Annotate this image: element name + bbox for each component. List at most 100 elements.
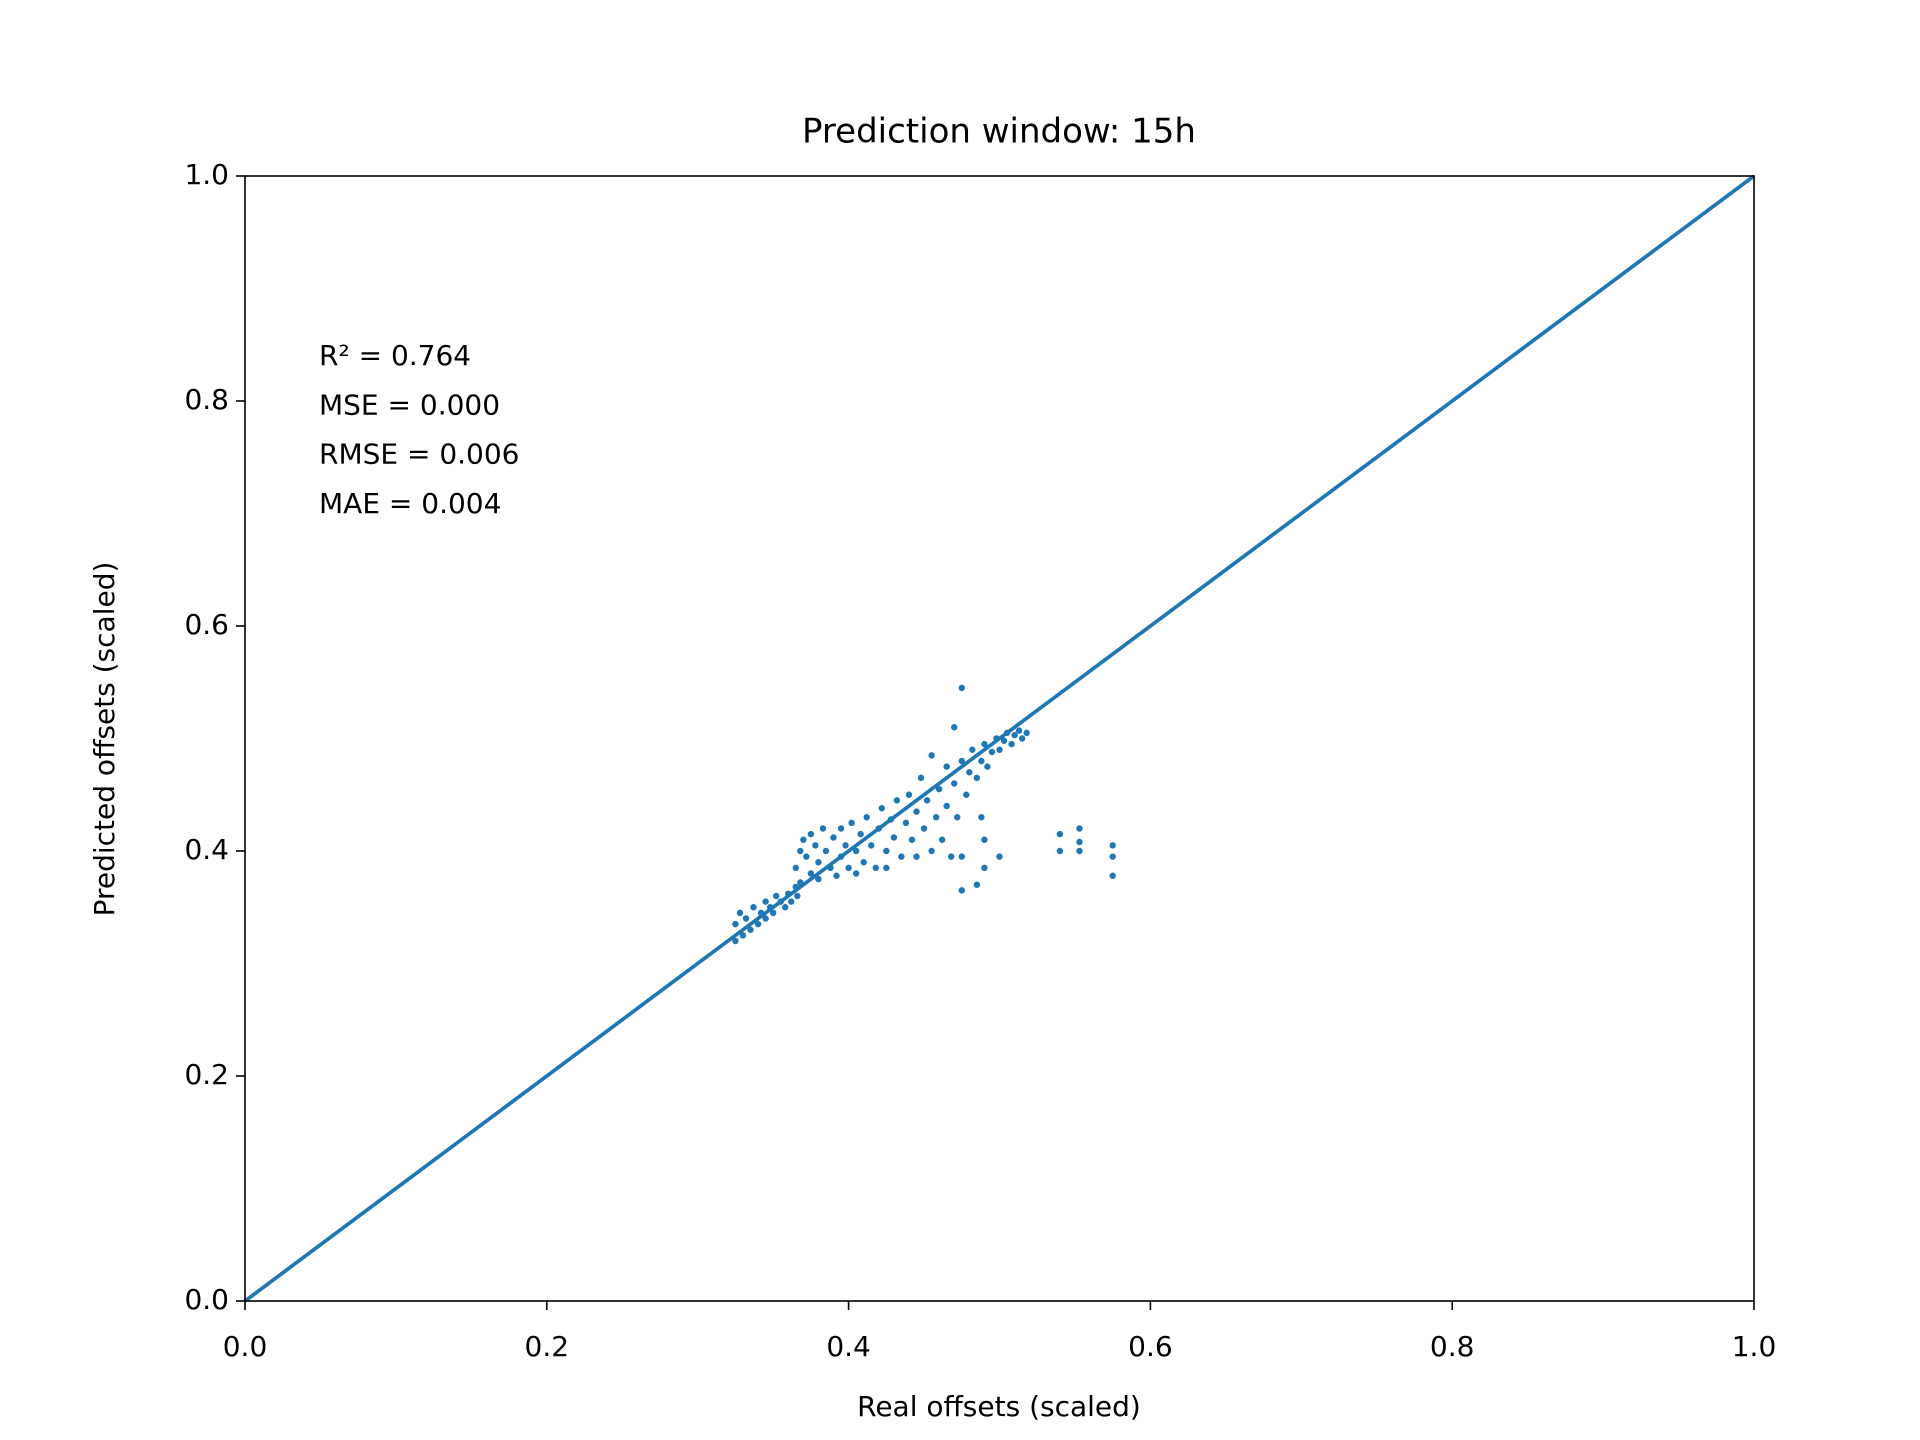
scatter-point xyxy=(860,859,867,866)
scatter-point xyxy=(943,802,950,810)
scatter-point xyxy=(807,870,815,877)
scatter-point xyxy=(797,847,804,855)
scatter-point xyxy=(812,842,819,849)
scatter-point xyxy=(845,864,852,872)
scatter-point xyxy=(969,746,976,753)
scatter-point xyxy=(788,898,795,905)
scatter-point xyxy=(963,791,970,798)
scatter-point xyxy=(732,937,739,945)
scatter-point xyxy=(988,748,996,756)
scatter-point xyxy=(1000,737,1008,744)
scatter-point xyxy=(973,881,981,888)
x-tick-label: 0.0 xyxy=(223,1330,268,1363)
y-tick-label: 1.0 xyxy=(184,158,229,191)
scatter-point xyxy=(928,847,935,855)
scatter-point xyxy=(842,842,849,849)
scatter-point xyxy=(943,763,950,770)
scatter-point xyxy=(981,836,988,843)
scatter-point xyxy=(852,847,860,855)
scatter-point xyxy=(747,926,754,933)
scatter-point xyxy=(736,909,744,917)
scatter-point xyxy=(951,724,958,731)
scatter-point xyxy=(815,859,822,866)
scatter-point xyxy=(852,870,860,877)
scatter-point xyxy=(1076,838,1083,846)
scatter-point xyxy=(917,774,925,782)
scatter-point xyxy=(857,830,864,838)
scatter-point xyxy=(837,825,845,832)
scatter-point xyxy=(772,892,780,900)
annotation: MSE = 0.000 xyxy=(319,388,500,421)
scatter-point xyxy=(902,819,910,827)
scatter-point xyxy=(984,763,991,770)
scatter-point xyxy=(928,752,935,759)
scatter-point xyxy=(913,853,920,860)
scatter-point xyxy=(1008,740,1015,748)
scatter-point xyxy=(769,909,777,917)
y-tick-label: 0.4 xyxy=(184,833,229,866)
scatter-point xyxy=(883,847,890,855)
scatter-point xyxy=(954,814,961,821)
scatter-point xyxy=(782,904,789,911)
scatter-point xyxy=(1015,727,1023,734)
scatter-point xyxy=(935,785,943,793)
scatter-point xyxy=(1056,847,1064,855)
scatter-point xyxy=(815,875,822,883)
scatter-point xyxy=(920,825,928,832)
scatter-point xyxy=(966,769,973,776)
scatter-point xyxy=(794,892,801,900)
scatter-point xyxy=(981,740,988,748)
scatter-point xyxy=(878,805,885,812)
scatter-point xyxy=(996,746,1003,753)
scatter-point xyxy=(762,898,769,905)
x-tick-label: 0.6 xyxy=(1128,1330,1173,1363)
scatter-point xyxy=(1018,735,1026,742)
scatter-point xyxy=(958,684,965,692)
scatter-point xyxy=(905,791,913,798)
scatter-point xyxy=(948,853,955,860)
scatter-point xyxy=(1076,825,1083,832)
scatter-point xyxy=(978,814,985,821)
scatter-point xyxy=(807,830,815,838)
scatter-point xyxy=(958,853,965,860)
x-tick-label: 1.0 xyxy=(1732,1330,1777,1363)
line xyxy=(243,174,1756,1303)
scatter-point xyxy=(830,834,837,841)
scatter-point xyxy=(833,872,840,879)
scatter-point xyxy=(1109,842,1116,849)
scatter-point xyxy=(863,814,870,821)
scatter-point xyxy=(762,915,769,922)
y-axis-label: Predicted offsets (scaled) xyxy=(88,562,121,917)
scatter-point xyxy=(819,825,827,832)
scatter-point xyxy=(981,864,988,872)
scatter-point xyxy=(739,932,747,939)
y-tick-label: 0.2 xyxy=(184,1058,229,1091)
annotation: MAE = 0.004 xyxy=(319,487,501,520)
scatter-point xyxy=(908,836,916,843)
scatter-point xyxy=(978,757,985,765)
scatter-point xyxy=(754,920,762,928)
scatter-point xyxy=(898,853,905,860)
scatter-point xyxy=(1011,731,1018,739)
scatter-point xyxy=(742,915,750,922)
annotation: R² = 0.764 xyxy=(319,339,471,372)
scatter-point xyxy=(890,834,898,841)
chart-title: Prediction window: 15h xyxy=(802,112,1196,152)
scatter-point xyxy=(848,819,855,827)
scatter-point xyxy=(732,920,739,928)
scatter-point xyxy=(996,853,1003,860)
plot-frame xyxy=(244,175,1755,1302)
scatter-point xyxy=(923,797,931,804)
scatter-point xyxy=(951,780,958,787)
scatter-point xyxy=(958,887,965,894)
y-tick-label: 0.6 xyxy=(184,608,229,641)
scatter-point xyxy=(913,808,920,815)
y-tick-label: 0.8 xyxy=(184,383,229,416)
y-tick-label: 0.0 xyxy=(184,1283,229,1316)
x-axis-label: Real offsets (scaled) xyxy=(857,1390,1141,1423)
scatter-point xyxy=(958,757,965,765)
scatter-point xyxy=(868,842,875,849)
scatter-point xyxy=(803,853,810,860)
